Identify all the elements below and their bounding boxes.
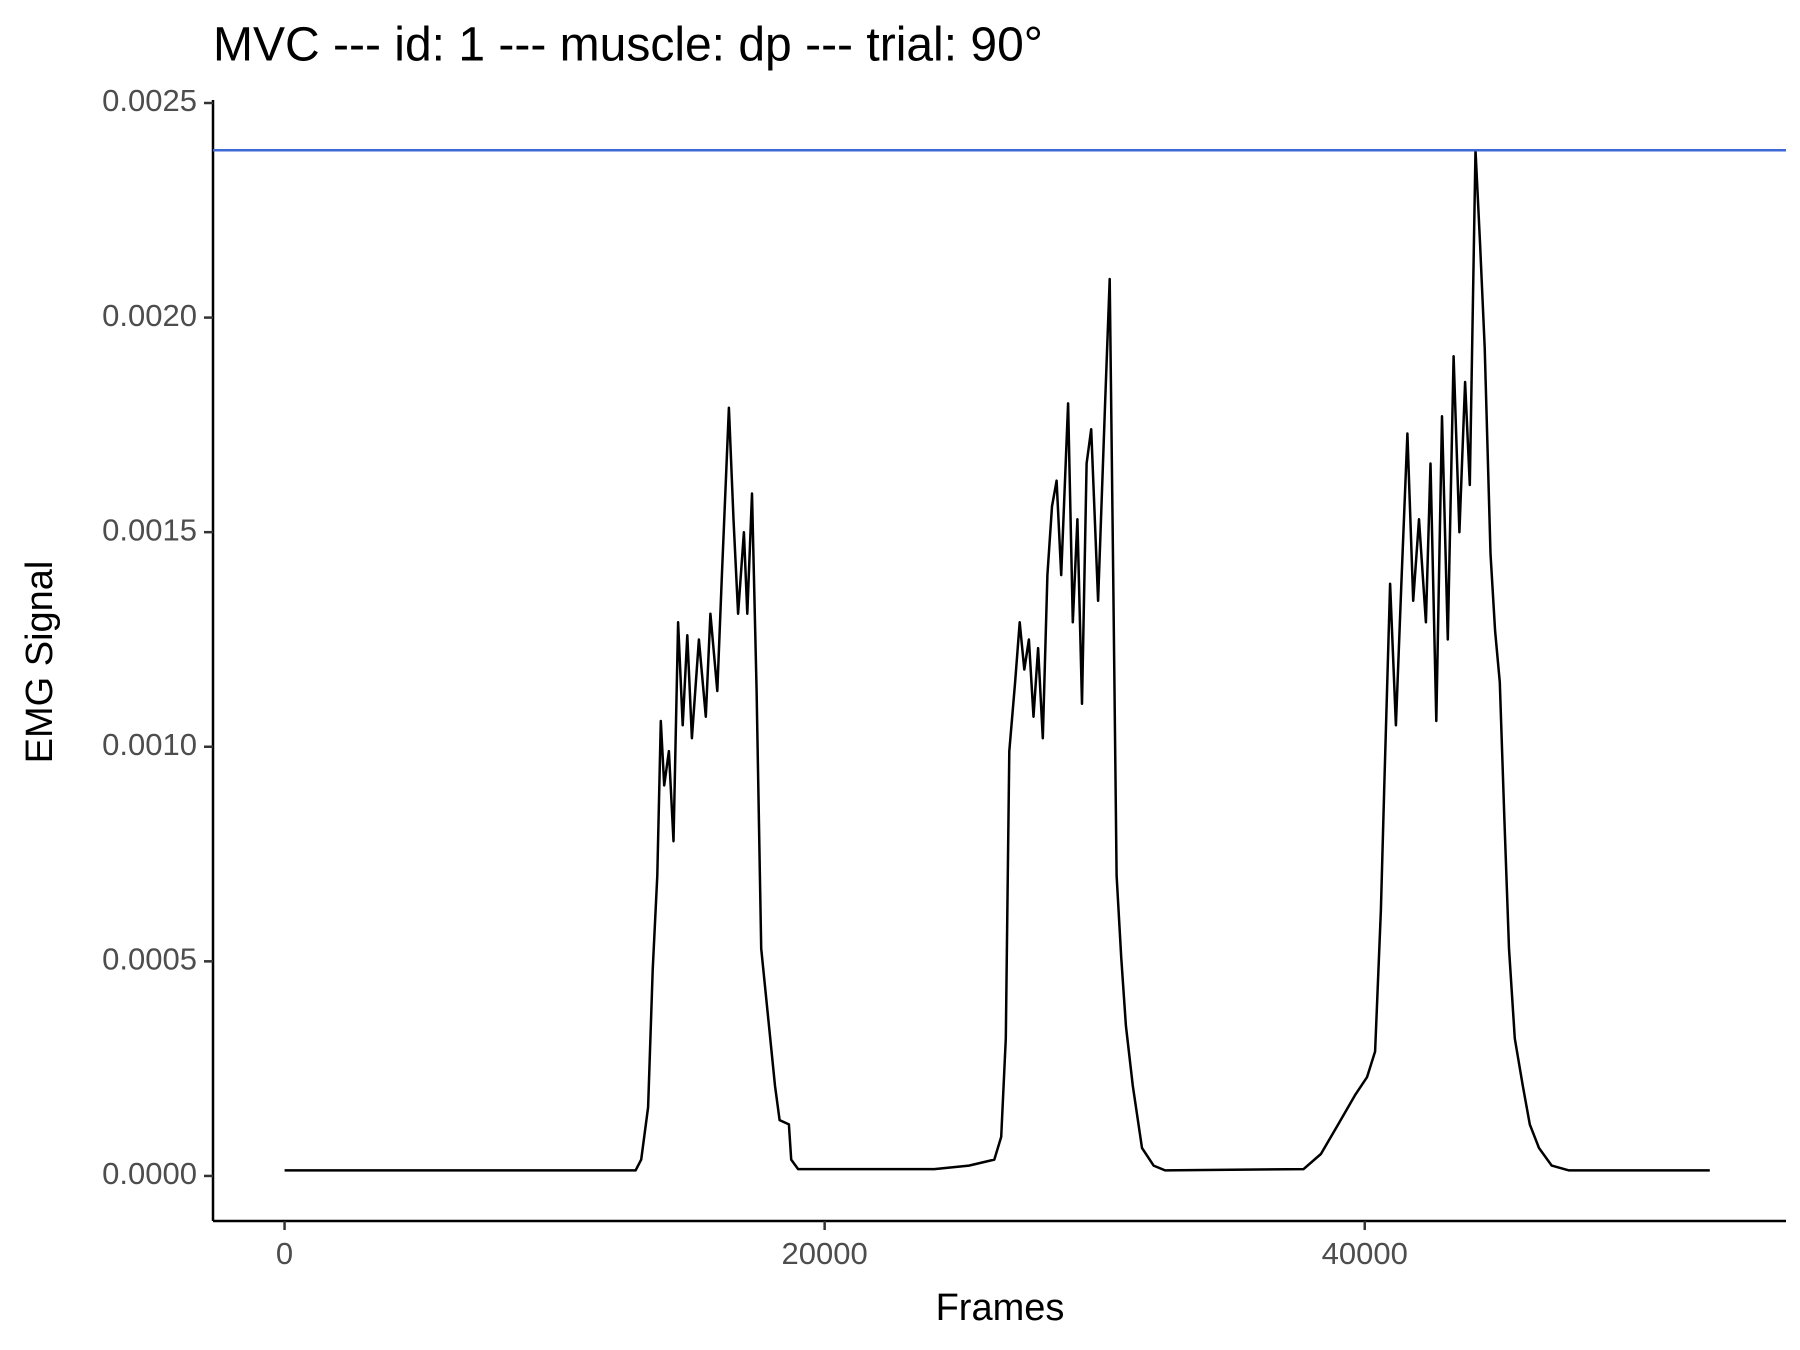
x-tick-label: 20000 (782, 1236, 868, 1271)
x-tick-label: 0 (276, 1236, 293, 1271)
data-line (284, 148, 1710, 1172)
chart-title: MVC --- id: 1 --- muscle: dp --- trial: … (213, 19, 1043, 72)
y-axis-title: EMG Signal (19, 561, 61, 764)
y-tick-label: 0.0000 (102, 1156, 197, 1191)
x-tick-label: 40000 (1322, 1236, 1408, 1271)
y-tick-label: 0.0010 (102, 727, 197, 762)
y-tick-label: 0.0020 (102, 298, 197, 333)
y-tick-label: 0.0025 (102, 83, 197, 118)
y-tick-label: 0.0005 (102, 942, 197, 977)
x-axis-title: Frames (936, 1287, 1065, 1329)
y-tick-label: 0.0015 (102, 512, 197, 547)
